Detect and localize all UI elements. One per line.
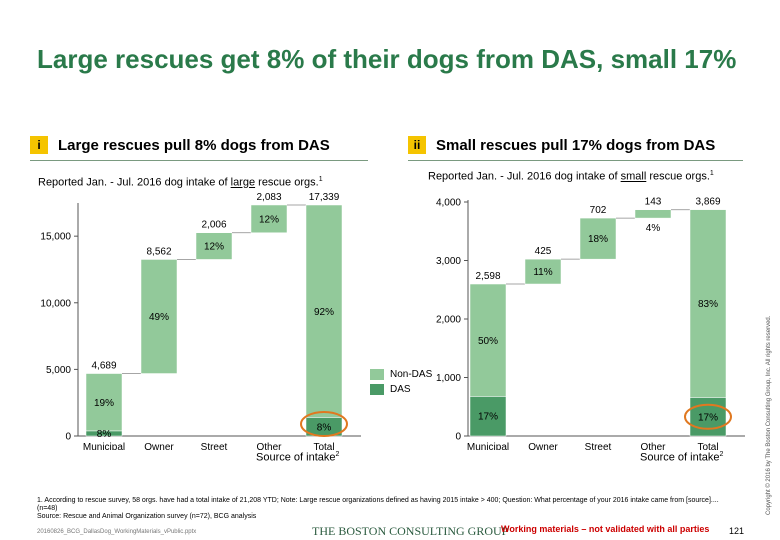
- y-tick-label: 0: [455, 432, 461, 443]
- x-category-label: Street: [585, 442, 612, 450]
- das-pct-label: 17%: [478, 412, 498, 423]
- bcg-logo: THE BOSTON CONSULTING GROUP: [312, 524, 509, 538]
- non-das-pct-label: 50%: [478, 336, 498, 347]
- working-materials-warning: Working materials – not validated with a…: [501, 524, 710, 534]
- bar-value-label: 3,869: [695, 197, 720, 208]
- non-das-pct-label: 12%: [259, 214, 279, 225]
- y-tick-label: 5,000: [46, 365, 71, 376]
- non-das-pct-label: 83%: [698, 299, 718, 310]
- panel-divider: [30, 160, 368, 161]
- legend-non-das: Non-DAS: [370, 369, 432, 380]
- small-rescue-waterfall-chart: 0 1,000 2,000 3,000 4,000 2,598 50% 17% Municipa…: [436, 197, 745, 450]
- x-category-label: Municipal: [467, 442, 509, 450]
- bar-value-label: 2,598: [475, 271, 500, 282]
- x-axis-title: Source of intake2: [640, 451, 724, 464]
- x-category-label: Other: [256, 442, 282, 450]
- bar-non-das: [305, 204, 343, 418]
- das-pct-label: 17%: [698, 412, 718, 423]
- bar-das: [469, 396, 507, 437]
- bar-das: [85, 430, 123, 437]
- non-das-pct-label: 18%: [588, 234, 608, 245]
- non-das-pct-label: 11%: [533, 267, 552, 278]
- panel-heading-small: ii Small rescues pull 17% dogs from DAS: [408, 135, 715, 155]
- copyright-notice: Copyright © 2016 by The Boston Consultin…: [766, 315, 772, 515]
- bar-value-label: 2,006: [201, 220, 226, 231]
- panel-title: Large rescues pull 8% dogs from DAS: [58, 136, 330, 154]
- y-tick-label: 1,000: [436, 373, 461, 384]
- footnote-source: Source: Rescue and Animal Organization s…: [37, 513, 257, 520]
- das-pct-label: 8%: [97, 429, 112, 440]
- highlight-circle: [300, 411, 348, 437]
- y-tick-label: 2,000: [436, 315, 461, 326]
- chart-subtitle: Reported Jan. - Jul. 2016 dog intake of …: [428, 170, 714, 183]
- y-tick-label: 15,000: [40, 232, 71, 243]
- x-category-label: Total: [697, 442, 718, 450]
- x-category-label: Owner: [528, 442, 558, 450]
- das-pct-label: 8%: [317, 422, 332, 433]
- x-category-label: Municipal: [83, 442, 125, 450]
- bar-value-label: 4,689: [91, 361, 116, 372]
- x-category-label: Owner: [144, 442, 174, 450]
- panel-divider: [408, 160, 743, 161]
- bar-value-label: 8,562: [146, 246, 171, 257]
- bar-non-das: [524, 258, 562, 285]
- bar-non-das: [469, 283, 507, 397]
- bar-non-das: [195, 232, 233, 260]
- pct-label-bg: [642, 221, 664, 235]
- bar-non-das: [634, 209, 672, 219]
- legend-das: DAS: [370, 384, 411, 395]
- x-axis-title: Source of intake2: [256, 451, 340, 464]
- footnote-1: 1. According to rescue survey, 58 orgs. …: [37, 497, 719, 512]
- footnotes: 1. According to rescue survey, 58 orgs. …: [37, 497, 727, 521]
- non-das-pct-label: 4%: [646, 223, 661, 234]
- legend-swatch-non-das: [370, 369, 384, 380]
- legend-swatch-das: [370, 384, 384, 395]
- page-title: Large rescues get 8% of their dogs from …: [37, 44, 737, 74]
- x-category-label: Total: [313, 442, 334, 450]
- panel-badge: ii: [408, 136, 426, 154]
- y-tick-label: 3,000: [436, 256, 461, 267]
- bar-value-label: 2,083: [256, 192, 281, 203]
- highlight-circle: [684, 403, 732, 430]
- large-rescue-waterfall-chart: 05,00010,00015,0004,68919%8%Municipalshe…: [40, 192, 361, 450]
- bar-non-das: [250, 204, 288, 233]
- bar-non-das: [140, 259, 178, 374]
- x-category-label: Other: [640, 442, 666, 450]
- panel-badge: i: [30, 136, 48, 154]
- panel-title: Small rescues pull 17% dogs from DAS: [436, 136, 716, 154]
- bar-value-label: 17,339: [309, 192, 340, 203]
- y-tick-label: 10,000: [40, 298, 71, 309]
- page-number: 121: [729, 526, 745, 536]
- non-das-pct-label: 92%: [314, 307, 334, 318]
- bar-non-das: [689, 209, 727, 398]
- bar-value-label: 425: [535, 246, 552, 257]
- bar-non-das: [579, 217, 617, 260]
- y-tick-label: 0: [65, 432, 71, 443]
- bar-value-label: 702: [590, 205, 607, 216]
- non-das-pct-label: 12%: [204, 242, 224, 253]
- non-das-pct-label: 49%: [149, 312, 169, 323]
- non-das-pct-label: 19%: [94, 398, 114, 409]
- y-tick-label: 4,000: [436, 198, 461, 209]
- file-reference: 20160826_BCG_DallasDog_WorkingMaterials_…: [37, 529, 197, 535]
- panel-heading-large: i Large rescues pull 8% dogs from DAS: [30, 135, 330, 155]
- chart-subtitle: Reported Jan. - Jul. 2016 dog intake of …: [38, 176, 323, 189]
- x-category-label: Street: [201, 442, 228, 450]
- bar-value-label: 143: [645, 197, 662, 208]
